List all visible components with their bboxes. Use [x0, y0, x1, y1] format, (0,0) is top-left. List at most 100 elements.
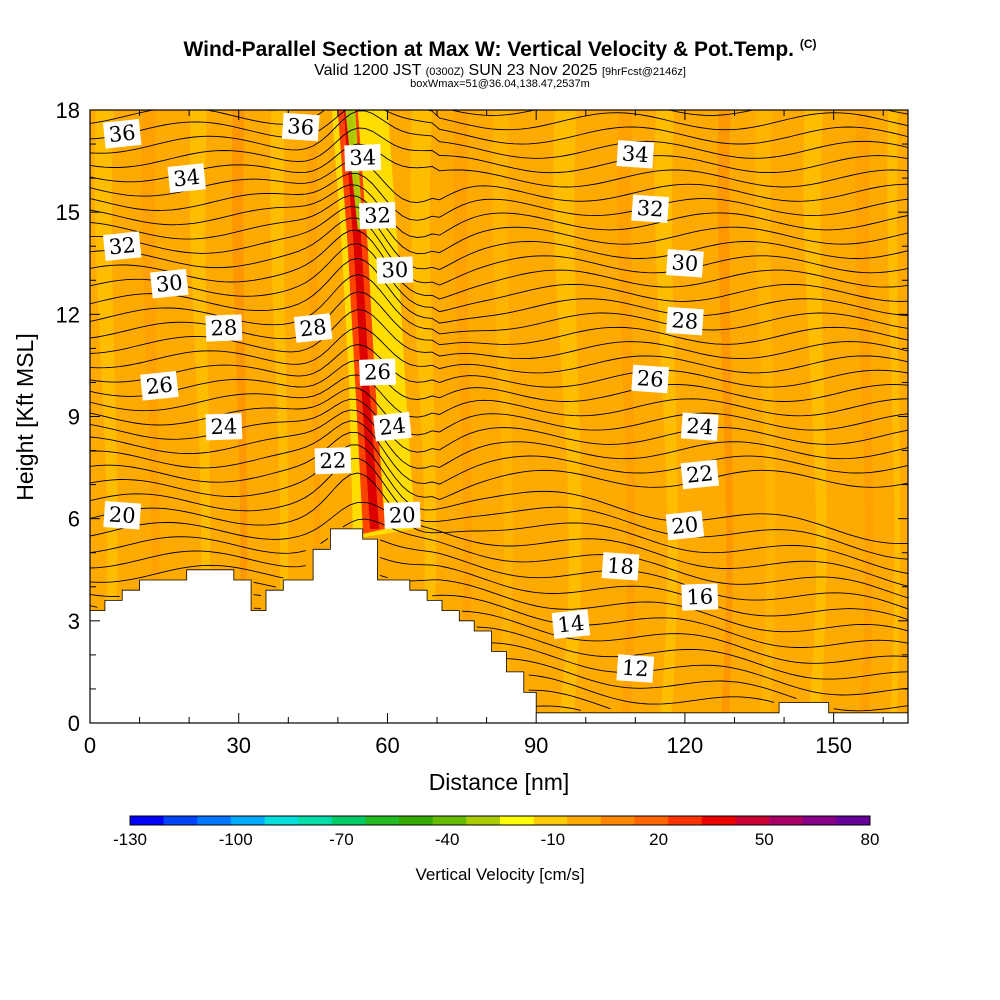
colorbar-swatch: [466, 816, 501, 825]
colorbar-swatch: [668, 816, 703, 825]
colorbar-tick-label: 80: [861, 830, 880, 849]
contour-label-text: 28: [671, 308, 699, 334]
theta-contour-line: [90, 444, 908, 545]
contour-label-box: [205, 413, 243, 441]
contour-label: 30: [376, 256, 414, 284]
contour-label-box: [167, 163, 206, 193]
contour-label-box: [205, 314, 243, 342]
contour-label-text: 12: [621, 656, 649, 682]
contour-label-box: [359, 358, 396, 386]
colorbar-swatch: [264, 816, 299, 825]
contour-label-box: [601, 552, 640, 581]
x-tick-label: 60: [375, 733, 399, 758]
colorbar-swatch: [634, 816, 669, 825]
theta-contour-line: [90, 594, 908, 648]
valid-utc: (0300Z): [425, 66, 465, 78]
colorbar-swatch: [163, 816, 198, 825]
contour-label-box: [376, 256, 414, 284]
colorbar-swatch: [298, 816, 333, 825]
colorbar-swatch: [802, 816, 837, 825]
contour-label-text: 36: [108, 120, 137, 147]
colorbar-swatch: [701, 816, 736, 825]
forecast-info: [9hrFcst@2146z]: [601, 66, 686, 78]
contour-label-text: 34: [172, 165, 201, 192]
theta-contour-line: [528, 689, 611, 710]
theta-contour-line: [253, 607, 908, 664]
theta-contour-line: [90, 257, 908, 324]
contour-label-box: [103, 501, 142, 530]
contour-label: 34: [167, 163, 206, 193]
x-tick-label: 120: [667, 733, 704, 758]
terrain: [90, 528, 908, 723]
contour-label-box: [631, 194, 670, 224]
contour-label: 34: [616, 140, 655, 169]
x-tick-label: 90: [524, 733, 548, 758]
y-tick-label: 3: [68, 609, 80, 634]
y-tick-label: 6: [68, 507, 80, 532]
contour-label-text: 30: [381, 258, 409, 283]
contour-label: 26: [631, 364, 670, 394]
contour-label: 20: [383, 501, 421, 529]
theta-contour-line: [90, 110, 908, 131]
contour-label-box: [666, 249, 704, 278]
contour-label-box: [680, 459, 720, 490]
y-tick-label: 9: [68, 405, 80, 430]
contour-label-text: 24: [378, 413, 407, 440]
updraft-max: [343, 110, 380, 529]
contour-label-box: [102, 118, 142, 149]
contour-label-box: [150, 268, 189, 299]
theta-contour-line: [90, 143, 908, 188]
contour-label-text: 22: [319, 448, 347, 473]
chart-subtitle: Valid 1200 JST (0300Z) SUN 23 Nov 2025 […: [0, 62, 1000, 80]
contour-label: 22: [314, 447, 352, 475]
contour-label: 22: [680, 459, 720, 490]
colorbar-swatch: [836, 816, 871, 825]
theta-contour-line: [90, 574, 908, 633]
contour-label-text: 14: [556, 611, 585, 638]
theta-contour-line: [90, 127, 908, 174]
contour-label-text: 34: [621, 141, 649, 167]
contour-label: 36: [102, 118, 142, 149]
theta-contour-line: [90, 326, 908, 374]
valid-time: Valid 1200 JST: [314, 62, 422, 79]
contour-label: 28: [205, 314, 243, 342]
contour-label-box: [383, 501, 421, 529]
contour-label-text: 34: [349, 145, 377, 170]
contour-label-box: [344, 144, 382, 172]
colorbar-swatch: [567, 816, 602, 825]
colorbar-swatch: [331, 816, 366, 825]
colorbar-swatch: [432, 816, 467, 825]
w-streak: [887, 110, 901, 723]
theta-contour-line: [476, 626, 908, 680]
contour-label-text: 32: [364, 203, 392, 228]
theta-contour-line: [90, 205, 908, 270]
y-tick-label: 12: [56, 302, 80, 327]
contour-label-box: [102, 231, 142, 262]
colorbar-tick-label: -130: [113, 830, 147, 849]
colorbar-swatch: [399, 816, 434, 825]
contour-label: 18: [601, 552, 640, 581]
contour-label: 32: [631, 194, 670, 224]
contour-label: 28: [293, 313, 333, 343]
theta-contour-line: [90, 159, 908, 204]
theta-contour-line: [90, 195, 908, 255]
theta-contour-line: [90, 344, 908, 388]
box-info: boxWmax=51@36.04,138.47,2537m: [410, 78, 590, 90]
theta-contour-line: [90, 184, 908, 238]
theta-contour-line: [90, 110, 908, 159]
contour-label-box: [680, 412, 719, 441]
theta-contour-line: [528, 674, 775, 705]
colorbar-tick-label: -40: [435, 830, 460, 849]
contour-label-box: [616, 140, 655, 169]
theta-contour-line: [90, 409, 908, 469]
w-streak: [492, 110, 513, 723]
w-streak: [270, 110, 289, 723]
theta-contour-line: [90, 472, 908, 574]
colorbar-swatch: [230, 816, 266, 825]
colorbar-tick-label: 20: [649, 830, 668, 849]
contour-label-text: 32: [108, 233, 137, 260]
x-tick-label: 30: [226, 733, 250, 758]
theta-contour-line: [491, 642, 908, 696]
chart-title-text: Wind-Parallel Section at Max W: Vertical…: [183, 38, 794, 61]
